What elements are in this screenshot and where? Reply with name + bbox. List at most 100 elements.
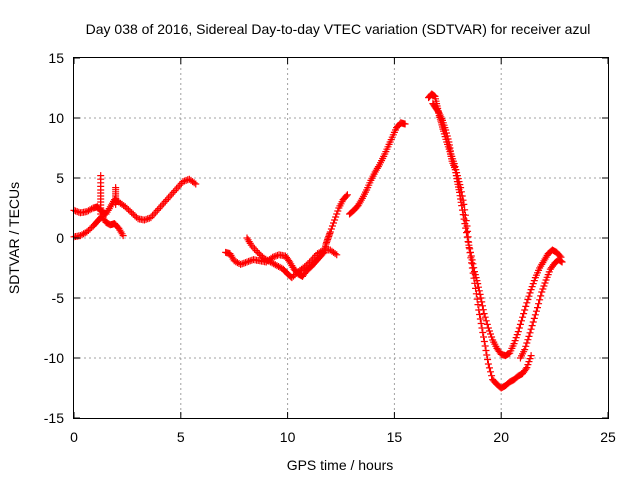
data-point [192,180,200,188]
data-point [255,250,263,258]
data-point [442,126,450,134]
series-seg1 [70,175,200,224]
data-point [481,313,489,321]
y-tick-label: -5 [52,290,65,306]
data-point [128,209,136,217]
data-point [455,178,463,186]
data-point [523,299,531,307]
series-seg7 [429,100,535,392]
data-point [332,213,340,221]
data-point [333,210,341,218]
data-point [524,336,532,344]
data-point [476,311,484,318]
data-point [487,330,495,338]
data-point [485,327,493,335]
data-point [474,301,482,309]
data-point [86,225,94,233]
data-point [480,333,488,341]
data-point [458,192,466,200]
data-point [519,313,527,321]
data-point [527,325,535,333]
data-point [479,302,487,310]
y-tick-label: 5 [56,170,64,186]
data-point [442,129,450,137]
data-point [512,334,520,342]
data-point [516,320,524,328]
data-point [540,282,548,290]
data-point [333,251,341,259]
data-point [517,317,525,325]
data-point [487,368,495,376]
data-point [150,210,158,218]
data-point [112,184,120,192]
data-point [478,298,486,306]
data-point [480,338,488,345]
data-point [537,292,545,300]
data-point [523,364,531,372]
data-point [480,310,488,318]
data-point [168,190,176,198]
data-point [530,314,538,322]
data-point [470,274,478,282]
data-point [521,306,529,314]
data-point [453,169,461,177]
series-spike2 [112,184,120,208]
data-point [165,194,173,202]
data-point [291,271,299,279]
data-point [257,251,265,259]
data-point [129,210,137,218]
data-point [539,285,547,293]
data-point [472,290,480,298]
data-point [531,311,539,319]
data-point [483,320,491,328]
data-point [289,272,297,280]
series-spike1 [97,172,105,218]
y-tick-label: 10 [48,110,64,126]
data-point [472,284,480,292]
data-point [513,331,521,339]
series-seg5 [346,119,409,218]
data-point [535,300,543,308]
data-point [452,166,460,174]
data-point [160,199,168,207]
y-tick-label: 15 [48,50,64,66]
data-point [522,342,530,350]
x-tick-label: 25 [600,429,616,445]
y-tick-label: -10 [44,350,64,366]
series-seg4 [243,234,341,282]
data-point [331,250,339,258]
data-point [528,283,536,291]
data-point [173,185,181,193]
data-point [166,192,174,200]
data-point [152,208,160,216]
data-point [147,214,155,222]
data-point [450,160,458,168]
data-point [477,294,485,302]
data-point [488,333,496,341]
data-point [484,324,492,332]
data-point [481,342,489,350]
data-point [522,365,530,373]
data-point [529,280,537,288]
data-point [530,277,538,285]
data-point [484,356,492,363]
data-point [330,219,338,227]
data-point [477,320,485,327]
data-point [525,358,533,366]
data-point [233,259,241,267]
data-point [153,206,161,214]
data-point [119,232,127,240]
data-point [558,258,566,266]
data-point [465,244,473,252]
data-point [126,207,134,215]
data-point [525,292,533,300]
data-point [534,304,542,312]
data-point [467,254,475,262]
data-point [526,329,534,337]
axis-ticks: 0 5 10 15 20 25 -15 -10 -5 0 5 10 15 [44,50,616,445]
data-point [461,211,469,219]
data-point [479,329,487,336]
data-point [457,184,465,192]
data-point [123,204,131,212]
data-points [70,90,566,392]
